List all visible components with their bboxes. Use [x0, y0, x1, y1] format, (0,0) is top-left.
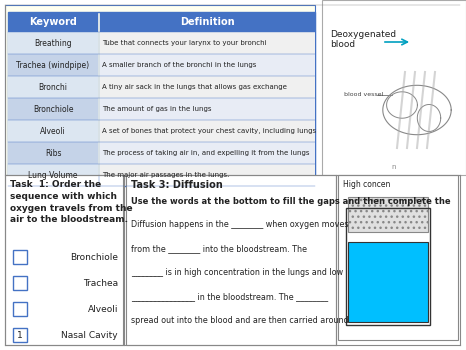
Text: Bronchiole: Bronchiole [70, 252, 118, 261]
Text: Tube that connects your larynx to your bronchi: Tube that connects your larynx to your b… [102, 40, 267, 46]
FancyBboxPatch shape [8, 142, 98, 164]
FancyBboxPatch shape [100, 32, 315, 54]
FancyBboxPatch shape [348, 242, 428, 322]
Text: ________ is in high concentration in the lungs and low: ________ is in high concentration in the… [131, 268, 343, 277]
Text: Alveoli: Alveoli [88, 304, 118, 314]
Text: Bronchi: Bronchi [39, 83, 68, 91]
Text: Deoxygenated
blood: Deoxygenated blood [330, 30, 396, 49]
FancyBboxPatch shape [13, 328, 27, 342]
Text: Task  1: Order the
sequence with which
oxygen travels from the
air to the bloods: Task 1: Order the sequence with which ox… [10, 180, 133, 224]
Text: Use the words at the bottom to fill the gaps and then complete the: Use the words at the bottom to fill the … [131, 197, 451, 206]
FancyBboxPatch shape [100, 54, 315, 76]
FancyBboxPatch shape [13, 250, 27, 264]
FancyBboxPatch shape [8, 54, 98, 76]
Text: Task 3: Diffusion: Task 3: Diffusion [131, 180, 223, 190]
FancyBboxPatch shape [8, 76, 98, 98]
FancyBboxPatch shape [322, 0, 466, 175]
FancyBboxPatch shape [8, 12, 98, 32]
Text: 1: 1 [17, 330, 23, 340]
FancyBboxPatch shape [100, 120, 315, 142]
Text: ________________ in the bloodstream. The ________: ________________ in the bloodstream. The… [131, 292, 328, 301]
Text: Bronchiole: Bronchiole [33, 105, 73, 113]
Text: from the ________ into the bloodstream. The: from the ________ into the bloodstream. … [131, 244, 307, 253]
Text: n: n [392, 164, 396, 170]
FancyBboxPatch shape [8, 32, 98, 54]
Text: spread out into the blood and are then carried around: spread out into the blood and are then c… [131, 316, 349, 325]
Text: Ribs: Ribs [45, 148, 61, 158]
Text: The amount of gas in the lungs: The amount of gas in the lungs [102, 106, 212, 112]
Text: Trachea (windpipe): Trachea (windpipe) [16, 61, 89, 70]
FancyBboxPatch shape [100, 76, 315, 98]
FancyBboxPatch shape [100, 98, 315, 120]
Text: Lung Volume: Lung Volume [28, 170, 78, 180]
FancyBboxPatch shape [126, 175, 336, 345]
Text: Keyword: Keyword [29, 17, 77, 27]
FancyBboxPatch shape [13, 302, 27, 316]
FancyBboxPatch shape [8, 120, 98, 142]
Text: A set of bones that protect your chest cavity, including lungs: A set of bones that protect your chest c… [102, 128, 316, 134]
Text: The process of taking air in, and expelling it from the lungs: The process of taking air in, and expell… [102, 150, 309, 156]
Text: Diffusion happens in the ________ when oxygen moves: Diffusion happens in the ________ when o… [131, 220, 349, 229]
Text: blood vessel: blood vessel [344, 92, 383, 98]
Text: The major air passages in the lungs.: The major air passages in the lungs. [102, 172, 229, 178]
FancyBboxPatch shape [338, 175, 458, 340]
FancyBboxPatch shape [100, 12, 315, 32]
Text: High concen: High concen [343, 180, 391, 189]
Text: A tiny air sack in the lungs that allows gas exchange: A tiny air sack in the lungs that allows… [102, 84, 287, 90]
FancyBboxPatch shape [8, 98, 98, 120]
Text: Definition: Definition [180, 17, 235, 27]
Text: Nasal Cavity: Nasal Cavity [62, 330, 118, 340]
FancyBboxPatch shape [100, 164, 315, 186]
FancyBboxPatch shape [13, 276, 27, 290]
FancyBboxPatch shape [8, 164, 98, 186]
Text: Alveoli: Alveoli [40, 126, 66, 135]
FancyBboxPatch shape [348, 197, 428, 232]
FancyBboxPatch shape [5, 5, 315, 175]
Text: A smaller branch of the bronchi in the lungs: A smaller branch of the bronchi in the l… [102, 62, 256, 68]
Text: Trachea: Trachea [83, 279, 118, 287]
FancyBboxPatch shape [100, 142, 315, 164]
FancyBboxPatch shape [5, 175, 123, 345]
Text: Breathing: Breathing [34, 38, 72, 48]
